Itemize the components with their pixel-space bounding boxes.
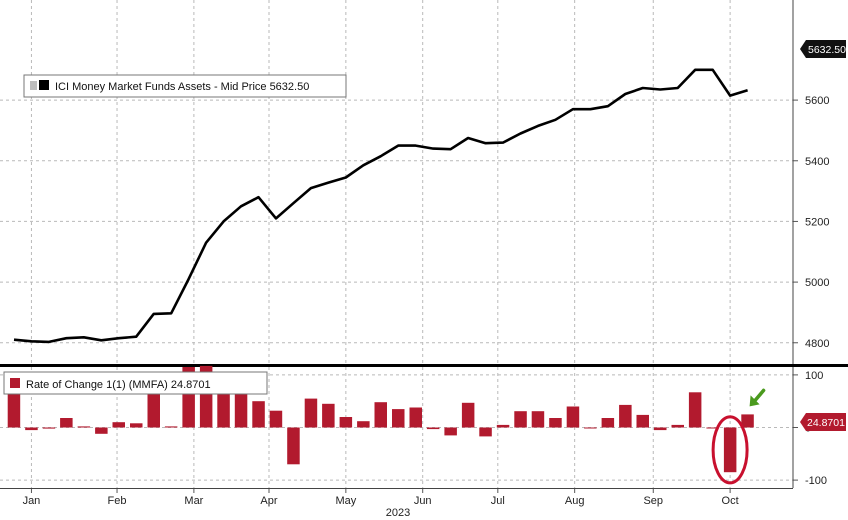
green-arrow-head [749,395,760,407]
rate-of-change-bar [688,392,702,428]
lower-y-axis-tick-label: -100 [805,475,827,487]
rate-of-change-bar [706,427,719,429]
rate-of-change-bar [339,417,353,428]
rate-of-change-bar [304,398,318,428]
rate-of-change-bar [112,422,125,428]
rate-of-change-bar [409,407,422,428]
x-axis-year-label: 2023 [386,507,410,519]
upper-last-value-text: 5632.50 [808,44,846,56]
upper-legend-text: ICI Money Market Funds Assets - Mid Pric… [55,81,309,93]
money-market-assets-line [13,68,748,344]
rate-of-change-bar [479,427,492,437]
upper-last-value-tag: 5632.50 [800,40,846,58]
upper-y-axis-tick-label: 5000 [805,277,829,289]
upper-y-axis-tick-label: 5600 [805,95,829,107]
rate-of-change-bar [496,424,510,428]
x-axis-tick-label: May [335,495,356,507]
upper-y-axis-tick-label: 5200 [805,216,829,228]
rate-of-change-bar [584,427,597,429]
x-axis-tick-label: Sep [643,495,663,507]
rate-of-change-bar [25,427,38,431]
x-axis-tick-label: Jan [23,495,41,507]
x-axis-tick-label: Aug [565,495,585,507]
rate-of-change-bar [461,402,475,428]
rate-of-change-bar [60,418,73,428]
rate-of-change-bar [42,427,56,429]
x-axis-tick-label: Mar [184,495,203,507]
lower-legend-text: Rate of Change 1(1) (MMFA) 24.8701 [26,379,211,391]
rate-of-change-bar [217,388,230,428]
x-axis-tick-label: Oct [722,495,739,507]
rate-of-change-bar [95,427,108,434]
rate-of-change-bar [671,424,684,428]
upper-legend: ICI Money Market Funds Assets - Mid Pric… [23,74,347,98]
rate-of-change-bar [619,404,632,428]
x-axis-tick-label: Jun [414,495,432,507]
rate-of-change-bar [77,426,91,428]
rate-of-change-bar [723,427,737,473]
lower-legend: Rate of Change 1(1) (MMFA) 24.8701 [3,371,268,395]
rate-of-change-bar [741,414,754,428]
rate-of-change-bar [374,402,387,428]
rate-of-change-bar [654,427,667,431]
lower-last-value-tag: 24.8701 [800,413,846,431]
rate-of-change-bar [514,411,527,428]
rate-of-change-bar [444,427,457,436]
rate-of-change-bar [636,414,649,428]
rate-of-change-bar [269,410,283,428]
rate-of-change-bar [234,392,248,428]
upper-y-axis-tick-label: 4800 [805,338,829,350]
x-axis-tick-label: Apr [260,495,277,507]
rate-of-change-bar [531,411,545,428]
upper-series [13,68,748,344]
rate-of-change-bar [7,384,21,428]
rate-of-change-bar [164,426,178,428]
rate-of-change-bar [566,406,580,428]
rate-of-change-bar [130,423,143,428]
lower-legend-swatch [10,378,20,388]
rate-of-change-bar [252,401,265,428]
upper-legend-swatch [39,80,49,90]
axes: Jan Feb Mar Apr May Jun Jul Aug Sep Oct 4800 5000 52… [0,0,848,507]
annotations [711,388,766,485]
rate-of-change-bar [601,418,615,428]
x-axis-tick-label: Jul [491,495,505,507]
x-axis-tick-label: Feb [108,495,127,507]
rate-of-change-bar [426,427,440,430]
rate-of-change-bar [392,409,405,428]
lower-y-axis-tick-label: 100 [805,370,823,382]
rate-of-change-bar [549,418,562,428]
upper-y-axis-tick-label: 5400 [805,156,829,168]
rate-of-change-bar [322,403,335,428]
highlight-circle [711,415,749,485]
lower-last-value-text: 24.8701 [807,417,845,429]
rate-of-change-bar [287,427,300,465]
rate-of-change-bar [357,421,370,428]
